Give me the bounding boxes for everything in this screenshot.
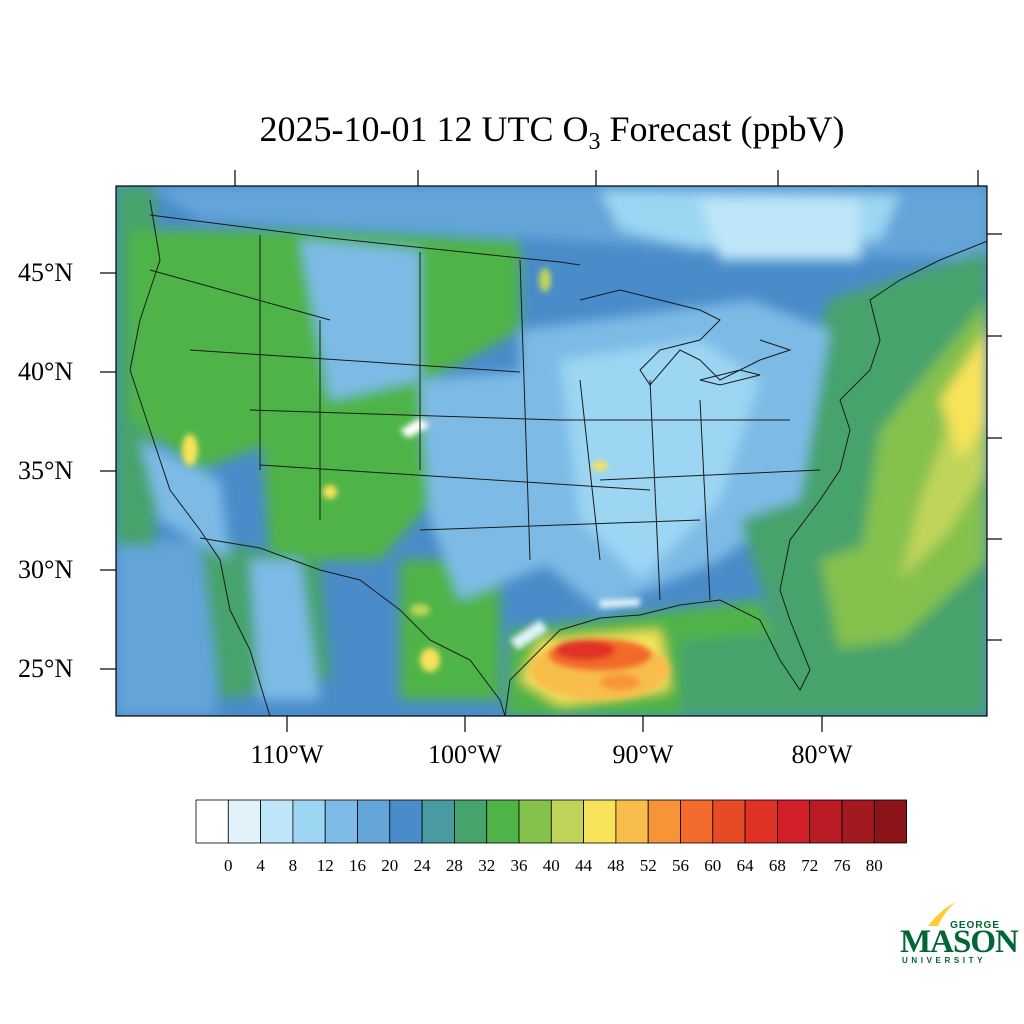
colorbar-tick-label: 36 bbox=[510, 856, 528, 875]
colorbar-tick-label: 56 bbox=[672, 856, 689, 875]
map-frame bbox=[115, 185, 988, 717]
colorbar-swatch bbox=[841, 799, 875, 844]
colorbar-tick-label: 44 bbox=[575, 856, 593, 875]
colorbar-tick-label: 76 bbox=[833, 856, 851, 875]
colorbar-tick-label: 0 bbox=[224, 856, 233, 875]
colorbar-tick-label: 32 bbox=[478, 856, 496, 875]
boundary-lines bbox=[129, 199, 987, 716]
colorbar-swatch bbox=[357, 799, 391, 844]
colorbar-swatch bbox=[583, 799, 617, 844]
colorbar-tick-label: 68 bbox=[768, 856, 786, 875]
colorbar-swatch bbox=[227, 799, 262, 844]
colorbar-swatch bbox=[195, 799, 229, 844]
colorbar-swatch bbox=[680, 799, 714, 844]
colorbar-tick-label: 40 bbox=[542, 856, 560, 875]
gmu-logo: GEORGE MASON UNIVERSITY bbox=[898, 900, 1019, 970]
colorbar-swatch bbox=[550, 799, 584, 844]
colorbar-swatch bbox=[421, 799, 455, 844]
colorbar-swatch bbox=[486, 799, 520, 844]
colorbar-tick-label: 52 bbox=[639, 856, 657, 875]
logo-swoosh-icon bbox=[928, 902, 956, 926]
colorbar-tick-label: 28 bbox=[445, 856, 463, 875]
colorbar-tick-label: 60 bbox=[704, 856, 722, 875]
colorbar-swatch bbox=[518, 799, 552, 844]
logo-george-text: GEORGE bbox=[950, 920, 1000, 931]
lat-label-35: 35°N bbox=[18, 456, 74, 485]
colorbar-swatch bbox=[712, 799, 746, 844]
logo-mason-text: MASON bbox=[900, 924, 1019, 960]
colorbar-swatch bbox=[260, 799, 294, 844]
colorbar-swatch bbox=[615, 799, 649, 844]
logo-university-text: UNIVERSITY bbox=[902, 956, 987, 965]
lat-label-25: 25°N bbox=[18, 654, 74, 683]
colorbar-tick-label: 72 bbox=[801, 856, 819, 875]
colorbar-swatch bbox=[744, 799, 778, 844]
lon-label-110: 110°W bbox=[250, 740, 324, 769]
colorbar-tick-label: 20 bbox=[381, 856, 399, 875]
colorbar-swatch bbox=[873, 799, 907, 844]
lon-label-80: 80°W bbox=[791, 740, 853, 769]
colorbar bbox=[195, 799, 907, 844]
colorbar-tick-label: 4 bbox=[256, 856, 265, 875]
colorbar-tick-label: 24 bbox=[413, 856, 431, 875]
colorbar-tick-label: 12 bbox=[316, 856, 334, 875]
ozone-field bbox=[116, 186, 987, 716]
colorbar-swatch bbox=[809, 799, 843, 844]
colorbar-tick-label: 8 bbox=[288, 856, 298, 875]
colorbar-swatch bbox=[324, 799, 358, 844]
colorbar-tick-label: 48 bbox=[607, 856, 625, 875]
colorbar-tick-label: 80 bbox=[865, 856, 883, 875]
colorbar-tick-label: 64 bbox=[736, 856, 754, 875]
lat-label-30: 30°N bbox=[18, 555, 74, 584]
colorbar-swatch bbox=[647, 799, 681, 844]
colorbar-tick-label: 16 bbox=[349, 856, 366, 875]
lon-label-100: 100°W bbox=[428, 740, 502, 769]
lon-label-90: 90°W bbox=[612, 740, 674, 769]
colorbar-swatch bbox=[292, 799, 326, 844]
colorbar-swatch bbox=[453, 799, 488, 844]
axis-ticks bbox=[100, 170, 1002, 732]
map-title: 2025-10-01 12 UTC O3 Forecast (ppbV) bbox=[259, 109, 845, 156]
lat-label-45: 45°N bbox=[18, 258, 74, 287]
lat-label-40: 40°N bbox=[18, 357, 74, 386]
colorbar-swatch bbox=[389, 799, 423, 844]
colorbar-swatch bbox=[777, 799, 811, 844]
